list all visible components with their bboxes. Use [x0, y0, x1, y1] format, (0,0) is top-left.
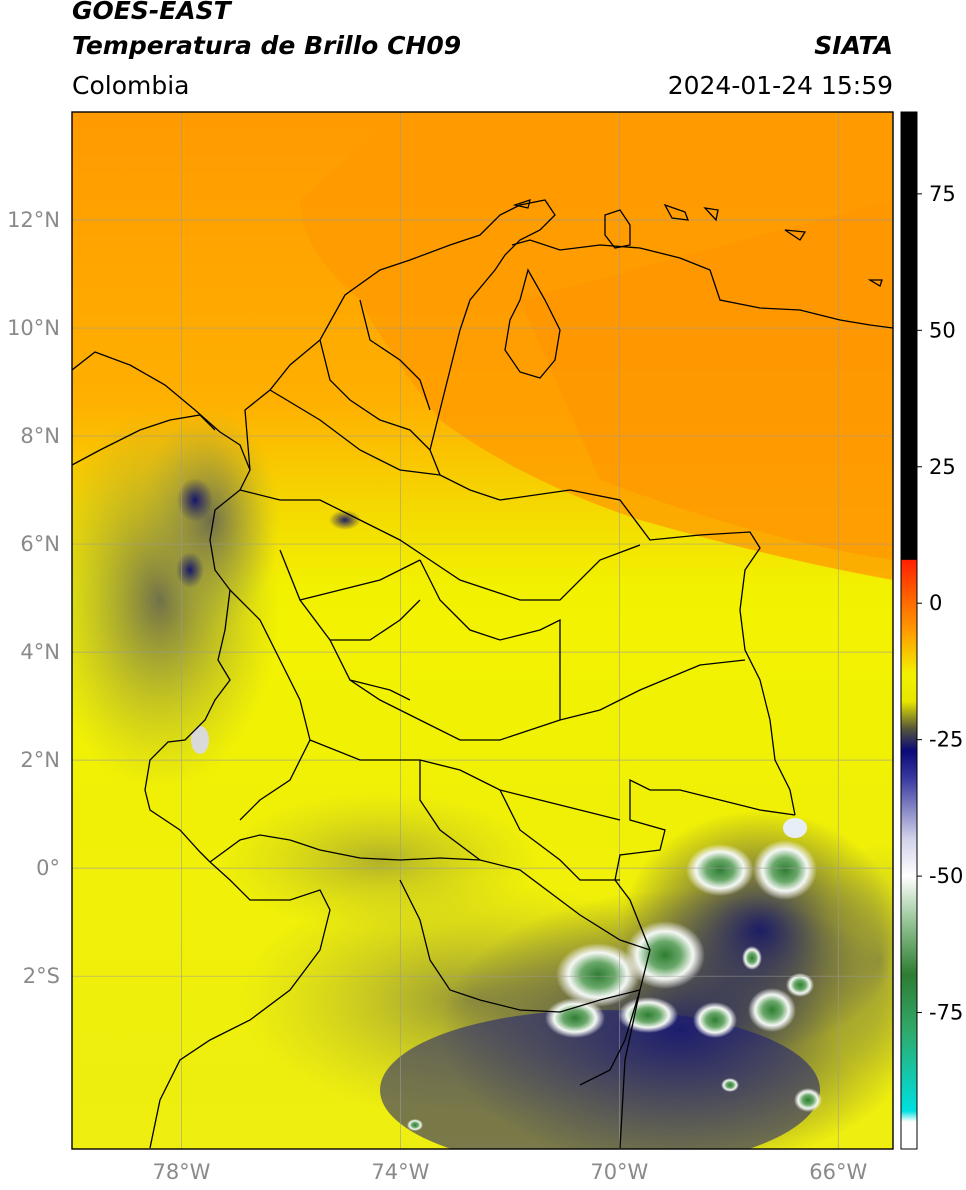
- colorbar-tick-label: 25: [929, 455, 956, 479]
- country-borders: [72, 199, 893, 1149]
- dept-lines-5: [419, 559, 620, 881]
- lon-tick-label: 66°W: [809, 1160, 867, 1184]
- organization-label: SIATA: [814, 31, 893, 60]
- peru-south: [399, 879, 641, 1013]
- colombia-brazil-border: [614, 778, 796, 951]
- product-title: Temperatura de Brillo CH09: [72, 31, 462, 60]
- lat-tick-label: 12°N: [7, 208, 60, 232]
- colorbar-tick-label: 0: [929, 591, 942, 615]
- gridlines: [72, 112, 893, 1149]
- maracaibo-lake: [504, 268, 561, 379]
- colorbar-tick-label: 75: [929, 182, 956, 206]
- colorbar-tick-label: -50: [929, 864, 963, 888]
- colombia-peru-border: [209, 834, 651, 951]
- pacific-coastline: [72, 351, 251, 863]
- islands: [512, 199, 883, 287]
- lon-tick-label: 74°W: [371, 1160, 429, 1184]
- brazil-peru: [579, 949, 651, 1149]
- caribbean-coastline: [244, 199, 556, 501]
- dept-lines-2: [239, 489, 641, 601]
- colorbar-scale: [900, 111, 918, 1150]
- map-frame: [71, 111, 894, 1150]
- satellite-title: GOES-EAST: [72, 0, 231, 25]
- colorbar-tick-label: 50: [929, 318, 956, 342]
- satellite-imagery: [72, 112, 893, 1149]
- region-label: Colombia: [72, 71, 190, 100]
- latitude-labels: 12°N 10°N 8°N 6°N 4°N 2°N 0° 2°S: [7, 208, 60, 988]
- colombia-venezuela-border: [499, 489, 796, 816]
- lon-tick-label: 78°W: [152, 1160, 210, 1184]
- lat-tick-label: 2°N: [20, 748, 60, 772]
- lat-tick-label: 8°N: [20, 424, 60, 448]
- lat-tick-label: 10°N: [7, 316, 60, 340]
- colorbar-tick-label: -75: [929, 1001, 963, 1025]
- dept-lines-6: [299, 559, 421, 701]
- venezuela-coast: [511, 239, 893, 329]
- dept-lines-1: [269, 299, 441, 476]
- longitude-labels: 78°W 74°W 70°W 66°W: [152, 1160, 867, 1184]
- lat-tick-label: 6°N: [20, 532, 60, 556]
- colorbar-tick-label: -25: [929, 728, 963, 752]
- colorbar: 75 50 25 0 -25 -50 -75: [900, 111, 963, 1150]
- ecuador-coast: [149, 861, 331, 1149]
- panama-border: [72, 414, 216, 466]
- datetime-label: 2024-01-24 15:59: [667, 71, 893, 100]
- lat-tick-label: 4°N: [20, 640, 60, 664]
- lon-tick-label: 70°W: [590, 1160, 648, 1184]
- dept-lines-4: [229, 589, 621, 821]
- lat-tick-label: 0°: [36, 856, 60, 880]
- lat-tick-label: 2°S: [23, 964, 60, 988]
